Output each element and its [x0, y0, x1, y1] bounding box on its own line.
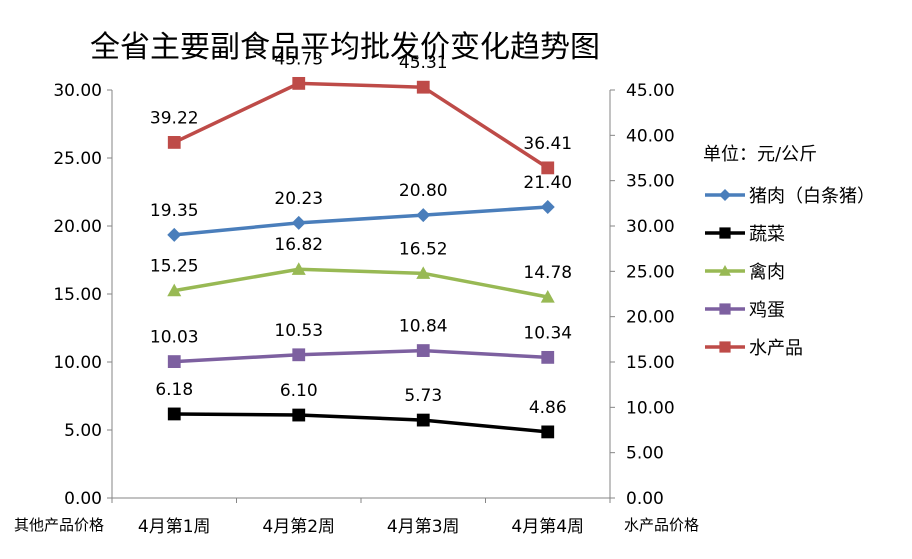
- legend-item-vegetables: 蔬菜: [703, 214, 875, 252]
- legend-marker: [719, 341, 731, 353]
- data-point: [416, 80, 430, 94]
- legend-label-poultry: 禽肉: [749, 262, 785, 283]
- legend-label-eggs: 鸡蛋: [749, 300, 785, 321]
- data-point: [416, 344, 430, 357]
- data-point: [541, 350, 555, 364]
- series-1: 6.18 6.10 5.73 4.86: [155, 380, 567, 439]
- series-2: 15.25 16.82 16.52 14.78: [150, 235, 572, 303]
- data-point: [167, 227, 182, 242]
- legend-swatch-vegetables: [705, 227, 745, 239]
- unit-label: 单位：元/公斤: [703, 144, 818, 165]
- data-label: 16.82: [274, 235, 323, 255]
- legend-item-pork: 猪肉（白条猪）: [703, 176, 875, 214]
- right-tick-label: 10.00: [626, 398, 675, 418]
- x-tick-label: 4月第3周: [387, 517, 460, 537]
- data-point: [540, 199, 555, 214]
- data-point: [167, 136, 181, 149]
- data-label: 45.31: [399, 53, 448, 73]
- data-label: 10.84: [399, 317, 448, 337]
- data-label: 16.52: [399, 239, 448, 259]
- data-label: 6.10: [280, 381, 318, 401]
- left-tick-label: 5.00: [64, 421, 102, 441]
- right-tick-label: 45.00: [626, 81, 675, 101]
- data-label: 39.22: [150, 108, 199, 128]
- data-point: [541, 161, 555, 175]
- x-tick-label: 4月第1周: [138, 517, 211, 537]
- data-label: 20.23: [274, 189, 323, 209]
- data-label: 10.03: [150, 328, 199, 348]
- right-tick-label: 15.00: [626, 353, 675, 373]
- data-point: [541, 425, 555, 439]
- x-tick-label: 4月第2周: [262, 517, 335, 537]
- right-tick-label: 35.00: [626, 172, 675, 192]
- data-label: 20.80: [399, 181, 448, 201]
- series-line: [174, 205, 548, 237]
- legend-swatch-poultry: [705, 265, 745, 276]
- right-tick-label: 40.00: [626, 126, 675, 146]
- data-label: 14.78: [523, 263, 572, 283]
- left-axis-caption: 其他产品价格: [14, 516, 105, 534]
- legend-marker: [719, 303, 731, 315]
- left-tick-label: 10.00: [53, 353, 102, 373]
- left-tick-label: 20.00: [53, 217, 102, 237]
- data-point: [540, 289, 555, 303]
- series-line: [173, 81, 549, 170]
- series-line: [174, 412, 548, 434]
- data-point: [291, 262, 306, 275]
- left-tick-label: 25.00: [53, 149, 102, 169]
- data-label: 6.18: [155, 380, 193, 400]
- chart-title: 全省主要副食品平均批发价变化趋势图: [90, 30, 600, 65]
- data-point: [167, 283, 182, 297]
- data-label: 10.34: [523, 323, 572, 343]
- legend-marker: [719, 189, 731, 201]
- data-point: [292, 76, 306, 90]
- x-tick-label: 4月第4周: [511, 517, 584, 537]
- data-label: 10.53: [274, 321, 323, 341]
- series-line: [174, 348, 548, 364]
- data-point: [416, 413, 430, 427]
- legend: 猪肉（白条猪） 蔬菜 禽肉 鸡蛋 水产品: [703, 176, 875, 366]
- legend-swatch-aquatic: [705, 341, 745, 353]
- right-tick-label: 20.00: [626, 308, 675, 328]
- legend-marker: [719, 227, 731, 239]
- data-point: [416, 266, 431, 279]
- right-axis-caption: 水产品价格: [624, 516, 700, 534]
- data-label: 15.25: [150, 257, 199, 277]
- data-point: [291, 215, 306, 230]
- data-point: [167, 407, 181, 421]
- data-label: 45.73: [274, 49, 323, 69]
- left-tick-label: 15.00: [53, 285, 102, 305]
- series-3: 10.03 10.53 10.84 10.34: [150, 317, 572, 368]
- data-point: [292, 348, 306, 362]
- data-label: 19.35: [150, 201, 199, 221]
- data-label: 21.40: [523, 173, 572, 193]
- right-tick-label: 25.00: [626, 262, 675, 282]
- series-line: [173, 267, 549, 299]
- series-0: 19.35 20.23 20.80 21.40: [150, 173, 572, 242]
- legend-label-aquatic: 水产品: [749, 338, 803, 359]
- data-point: [416, 208, 431, 223]
- legend-item-poultry: 禽肉: [703, 252, 875, 290]
- legend-label-vegetables: 蔬菜: [749, 224, 785, 245]
- right-tick-label: 30.00: [626, 217, 675, 237]
- data-label: 4.86: [529, 398, 567, 418]
- series-4: 39.22 45.73 45.31 36.41: [150, 49, 572, 175]
- left-tick-label: 0.00: [64, 489, 102, 509]
- left-tick-label: 30.00: [53, 81, 102, 101]
- legend-item-eggs: 鸡蛋: [703, 290, 875, 328]
- data-label: 36.41: [523, 134, 572, 154]
- data-point: [292, 408, 306, 422]
- legend-label-pork: 猪肉（白条猪）: [749, 186, 875, 207]
- legend-item-aquatic: 水产品: [703, 328, 875, 366]
- right-tick-label: 5.00: [626, 444, 664, 464]
- legend-marker: [719, 265, 731, 276]
- right-tick-label: 0.00: [626, 489, 664, 509]
- data-label: 5.73: [404, 386, 442, 406]
- legend-swatch-pork: [705, 189, 745, 201]
- data-point: [167, 355, 181, 368]
- legend-swatch-eggs: [705, 303, 745, 315]
